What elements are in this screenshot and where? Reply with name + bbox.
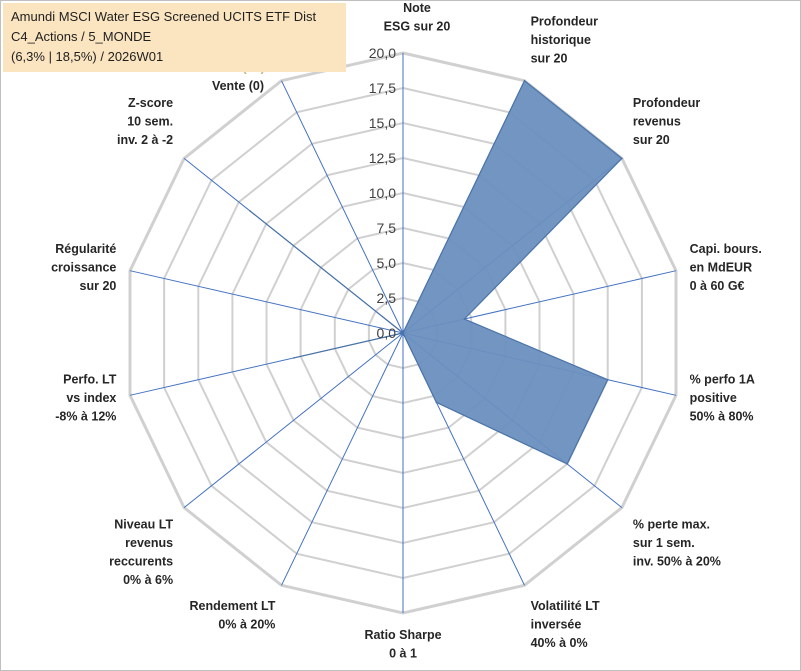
data-point [621, 157, 623, 160]
data-point [606, 378, 609, 381]
tick-label: 17,5 [369, 80, 396, 96]
axis-label-line: 0 à 60 G€ [690, 279, 745, 293]
axis-label-line: 0% à 6% [123, 573, 173, 587]
axis-spoke [281, 80, 404, 334]
axis-labels: Note ESG sur 20 Profondeur historique sur 20… [51, 1, 762, 661]
tick-label: 12,5 [369, 150, 396, 166]
data-point [523, 79, 526, 82]
axis-label-line: sur 20 [531, 52, 568, 66]
tick-label: 7,5 [377, 220, 397, 236]
axis-label-line: Volatilité LT [531, 599, 600, 613]
axis-label-line: Note [403, 1, 431, 15]
axis-label-line: % perte max. [633, 517, 710, 531]
axis-spoke [281, 332, 404, 586]
axis-spoke [129, 270, 404, 334]
axis-label-1: Note ESG sur 20 [384, 1, 451, 34]
axis-label-4: Capi. bours. en MdEUR 0 à 60 G€ [690, 242, 762, 293]
axis-label-line: Niveau LT [114, 517, 173, 531]
axis-label-line: inv. 2 à -2 [117, 133, 173, 147]
axis-label-line: 0 à 1 [389, 647, 417, 661]
tick-label: 10,0 [369, 185, 396, 201]
axis-label-3: Profondeur revenus sur 20 [633, 96, 700, 147]
chart-title-line-2: C4_Actions / 5_MONDE [11, 29, 152, 44]
axis-label-line: inv. 50% à 20% [633, 554, 721, 568]
data-point [249, 210, 251, 212]
axis-label-line: sur 20 [633, 133, 670, 147]
axis-label-line: ESG sur 20 [384, 20, 451, 34]
tick-label: 5,0 [377, 255, 397, 271]
axis-label-line: Profondeur [633, 96, 700, 110]
data-point [293, 357, 295, 359]
axis-label-6: % perte max. sur 1 sem. inv. 50% à 20% [633, 517, 721, 568]
axis-label-5: % perfo 1A positive 50% à 80% [690, 373, 755, 424]
axis-label-line: croissance [51, 260, 116, 274]
data-point [402, 332, 404, 334]
axis-label-line: Perfo. LT [63, 373, 117, 387]
radial-tick-labels: 0,0 2,5 5,0 7,5 10,0 12,5 15,0 17,5 20,0 [369, 45, 396, 341]
axis-label-line: historique [531, 33, 591, 47]
axis-label-12: Régularité croissance sur 20 [51, 242, 116, 293]
axis-label-line: Ratio Sharpe [364, 628, 441, 642]
axis-label-line: % perfo 1A [690, 373, 755, 387]
axis-label-10: Niveau LT revenus reccurents 0% à 6% [109, 517, 173, 587]
tick-label: 20,0 [369, 45, 396, 61]
tick-label: 0,0 [377, 325, 397, 341]
data-point [566, 463, 568, 465]
chart-title-line-1: Amundi MSCI Water ESG Screened UCITS ETF… [11, 9, 317, 24]
axis-label-line: revenus [633, 115, 681, 129]
axis-label-2: Profondeur historique sur 20 [531, 15, 598, 66]
axis-label-line: sur 20 [80, 279, 117, 293]
data-point [435, 401, 438, 404]
axis-label-line: 10 sem. [127, 115, 173, 129]
axis-label-13: Z-score 10 sem. inv. 2 à -2 [117, 96, 173, 147]
axis-label-line: vs index [66, 391, 116, 405]
axis-label-line: Capi. bours. [690, 242, 762, 256]
axis-label-line: 40% à 0% [531, 636, 588, 650]
axis-label-line: reccurents [109, 554, 173, 568]
axis-label-line: revenus [125, 536, 173, 550]
axis-label-line: -8% à 12% [55, 410, 116, 424]
axis-spoke [183, 332, 404, 508]
axis-label-7: Volatilité LT inversée 40% à 0% [531, 599, 600, 650]
axis-label-line: Z-score [128, 96, 173, 110]
axis-label-line: positive [690, 391, 737, 405]
tick-label: 2,5 [377, 290, 397, 306]
chart-title-line-3: (6,3% | 18,5%) / 2026W01 [11, 49, 164, 64]
series-area [249, 79, 623, 465]
axis-label-line: Rendement LT [190, 599, 276, 613]
data-point [463, 318, 466, 320]
axis-label-8: Ratio Sharpe 0 à 1 [364, 628, 441, 661]
axis-label-line: 0% à 20% [218, 617, 275, 631]
axis-label-line: 50% à 80% [690, 410, 754, 424]
axis-label-9: Rendement LT 0% à 20% [190, 599, 276, 632]
axis-label-line: en MdEUR [690, 260, 753, 274]
axis-label-line: sur 1 sem. [633, 536, 695, 550]
axis-label-line: Vente (0) [212, 79, 264, 93]
axis-label-line: inversée [531, 617, 582, 631]
chart-title-box: Amundi MSCI Water ESG Screened UCITS ETF… [3, 3, 346, 72]
tick-label: 15,0 [369, 115, 396, 131]
axis-label-line: Profondeur [531, 15, 598, 29]
axis-label-line: Régularité [55, 242, 116, 256]
axis-label-11: Perfo. LT vs index -8% à 12% [55, 373, 117, 424]
radar-series [249, 79, 623, 465]
